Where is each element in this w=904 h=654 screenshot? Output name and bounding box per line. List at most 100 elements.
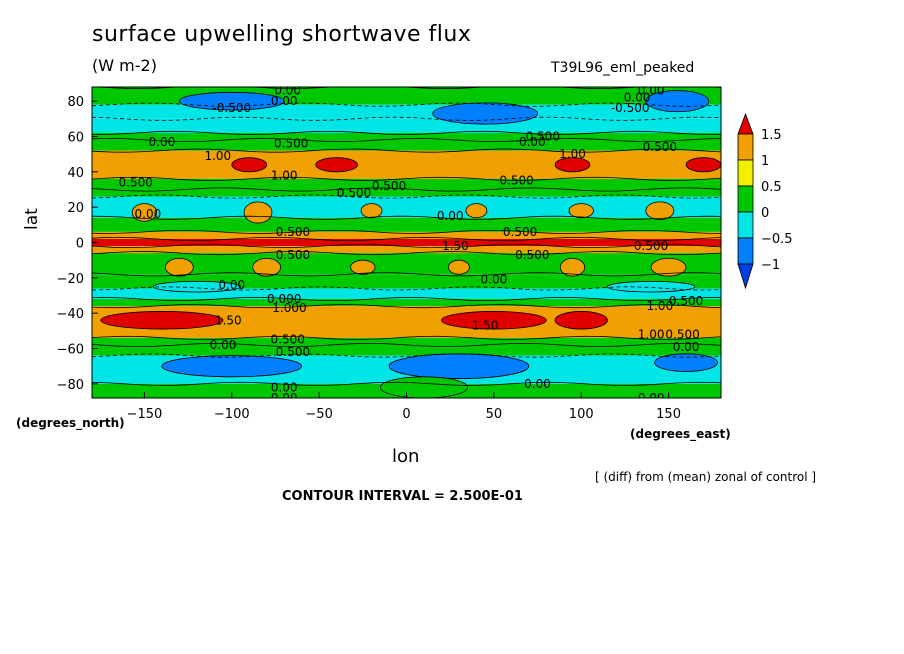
zonal-band	[92, 337, 721, 345]
contour-label: 0.500	[526, 129, 560, 143]
anomaly-blob	[650, 258, 687, 277]
anomaly-blob	[379, 376, 469, 398]
contour-label: 0.00	[638, 84, 665, 98]
contour-label: 0.00	[673, 340, 700, 354]
contour-label: 0.500	[643, 140, 677, 154]
zonal-band	[92, 140, 721, 151]
contour-label: 0.500	[337, 186, 371, 200]
x-axis-unit: (degrees_east)	[630, 427, 731, 441]
x-axis-label: lon	[392, 446, 420, 467]
zonal-band	[92, 196, 721, 218]
contour-line	[92, 335, 721, 340]
zonal-band	[92, 274, 721, 289]
anomaly-blob	[645, 90, 710, 113]
anomaly-blob	[685, 157, 721, 173]
contour-line	[92, 251, 721, 256]
zonal-band	[92, 150, 721, 179]
contour-label: 0.00	[437, 209, 464, 223]
axes: −150 −100 −50 0 50 100 150 80 60 40 20 0 −20 −40 −60 −8…	[57, 95, 681, 422]
zonal-band	[92, 118, 721, 133]
anomaly-blob	[448, 259, 470, 275]
contour-label: 0.500	[515, 248, 549, 262]
contour-line	[92, 342, 721, 348]
contour-label: 0.00	[271, 391, 298, 405]
anomaly-blob	[315, 157, 358, 173]
zonal-band	[92, 132, 721, 141]
x-tick-label: 150	[656, 407, 681, 422]
anomaly-blob	[350, 259, 376, 275]
chart-units: (W m-2)	[92, 56, 157, 75]
zonal-band	[92, 344, 721, 356]
contour-label: 0.00	[481, 273, 508, 287]
colorbar-segment	[737, 263, 754, 290]
anomaly-blob	[161, 355, 303, 378]
contour-line	[92, 130, 721, 135]
anomaly-blob	[554, 157, 591, 173]
contour-line	[92, 137, 721, 143]
colorbar-label: −0.5	[761, 232, 793, 247]
contour-line	[92, 187, 721, 192]
zonal-band	[92, 288, 721, 300]
colorbar-segment	[737, 112, 754, 135]
anomaly-blob	[243, 201, 273, 224]
contour-label: 1.000	[272, 301, 306, 315]
chart-title: surface upwelling shortwave flux	[92, 22, 472, 47]
y-tick-label: −40	[57, 307, 84, 322]
contour-label: 1.50	[472, 319, 499, 333]
y-tick-label: 0	[76, 237, 84, 252]
anomaly-blob	[388, 353, 530, 379]
zonal-band	[92, 178, 721, 190]
contour-label: 0.00	[210, 338, 237, 352]
anomaly-blob	[654, 353, 718, 372]
contour-line	[92, 296, 721, 302]
contour-label: 0.500	[276, 345, 310, 359]
zonal-band	[92, 246, 721, 254]
anomaly-blob	[645, 201, 675, 220]
colorbar-label: 0.5	[761, 180, 782, 195]
contour-label: 0.00	[519, 135, 546, 149]
contour-label: 0.500	[119, 175, 153, 189]
run-name: T39L96_eml_peaked	[551, 60, 695, 76]
colorbar-label: 1.5	[761, 128, 782, 143]
x-tick-label: 100	[569, 407, 594, 422]
y-tick-label: 20	[67, 201, 84, 216]
contour-label: 1.00	[646, 299, 673, 313]
zonal-band	[92, 299, 721, 307]
contour-label: 0.500	[669, 294, 703, 308]
contour-line	[92, 243, 721, 249]
y-axis-unit: (degrees_north)	[16, 416, 125, 430]
contour-line	[92, 236, 721, 242]
zonal-band	[92, 238, 721, 247]
anomaly-blob	[568, 203, 594, 219]
contour-label: 0.00	[274, 84, 301, 98]
contour-line	[92, 148, 721, 153]
contour-label: 0.500	[276, 225, 310, 239]
y-tick-label: −80	[57, 378, 84, 393]
anomaly-blob	[432, 102, 538, 125]
contour-label: 0.00	[271, 94, 298, 108]
anomaly-blob	[231, 157, 268, 173]
zonal-band	[92, 217, 721, 232]
contour-line	[92, 272, 721, 277]
contour-label: 0.500	[276, 248, 310, 262]
x-tick-label: 0	[402, 407, 410, 422]
contour-label: 0.500	[499, 174, 533, 188]
contour-label: 0.00	[149, 135, 176, 149]
x-tick-label: −100	[214, 407, 250, 422]
anomaly-blob	[607, 280, 696, 293]
contour-label: 0.500	[274, 137, 308, 151]
colorbar-segment	[737, 133, 754, 161]
contour-line	[92, 215, 721, 220]
anomaly-blob	[441, 311, 547, 330]
y-tick-label: 80	[67, 95, 84, 110]
anomaly-blob	[252, 258, 282, 277]
anomaly-blob	[360, 203, 383, 219]
contour-label: 1.50	[215, 313, 242, 327]
contour-line	[92, 381, 721, 386]
contour-interval: CONTOUR INTERVAL = 2.500E-01	[282, 489, 523, 504]
diff-note: [ (diff) from (mean) zonal of control ]	[595, 470, 817, 484]
contour-label: 0.500	[271, 333, 305, 347]
contour-label: 1.00	[638, 327, 665, 341]
colorbar-segment	[737, 159, 754, 187]
